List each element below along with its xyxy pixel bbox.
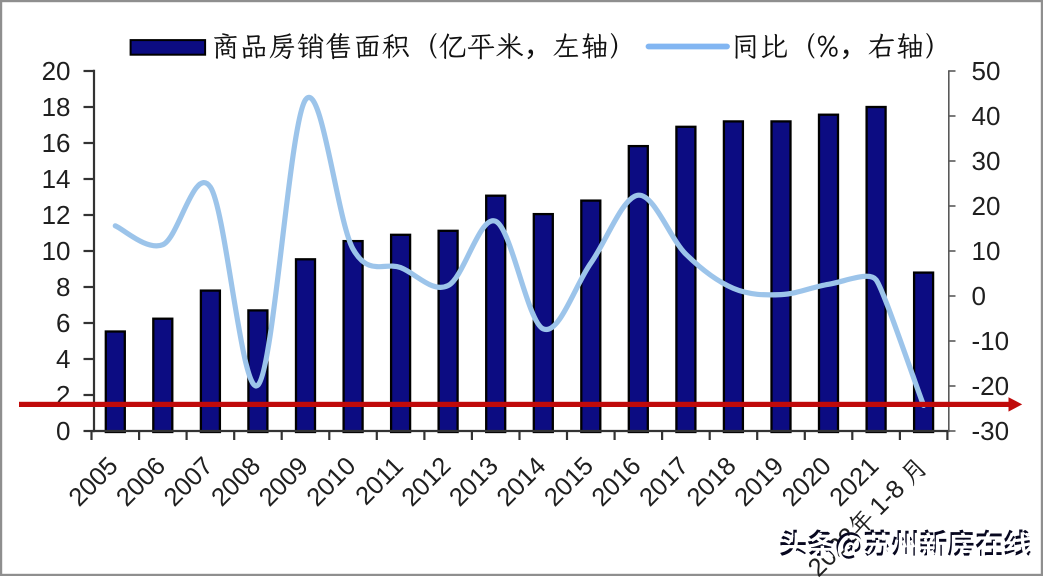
- svg-text:10: 10: [972, 236, 1001, 266]
- svg-text:50: 50: [972, 56, 1001, 86]
- svg-text:20: 20: [42, 56, 71, 86]
- svg-text:-30: -30: [972, 416, 1010, 446]
- svg-text:30: 30: [972, 146, 1001, 176]
- svg-text:16: 16: [42, 128, 71, 158]
- svg-text:18: 18: [42, 92, 71, 122]
- svg-text:40: 40: [972, 101, 1001, 131]
- svg-text:0: 0: [56, 416, 70, 446]
- svg-text:-20: -20: [972, 371, 1010, 401]
- svg-text:4: 4: [56, 344, 70, 374]
- svg-text:0: 0: [972, 281, 986, 311]
- svg-text:8: 8: [56, 272, 70, 302]
- svg-text:12: 12: [42, 200, 71, 230]
- svg-text:-10: -10: [972, 326, 1010, 356]
- svg-text:20: 20: [972, 191, 1001, 221]
- svg-text:14: 14: [42, 164, 71, 194]
- svg-text:10: 10: [42, 236, 71, 266]
- svg-text:6: 6: [56, 308, 70, 338]
